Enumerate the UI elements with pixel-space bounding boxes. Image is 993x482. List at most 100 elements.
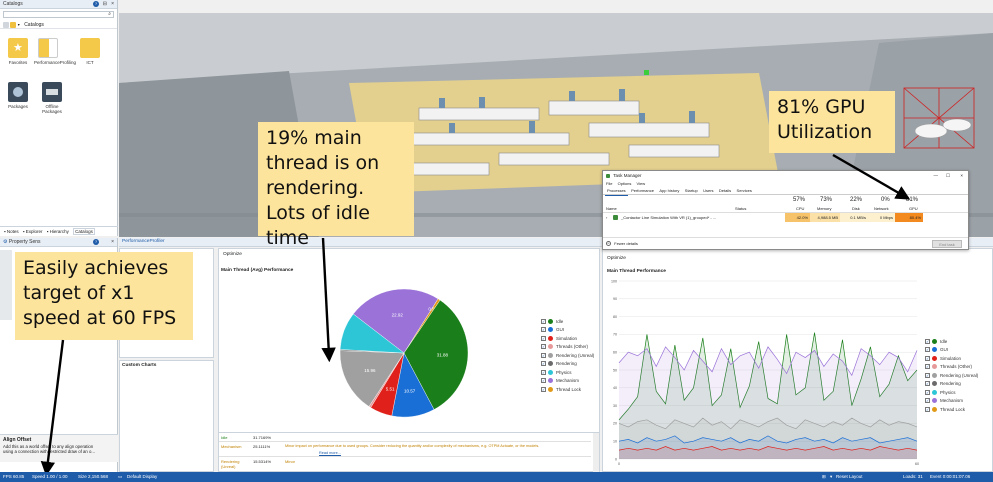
col-name[interactable]: Name: [606, 206, 617, 211]
close-icon[interactable]: ×: [111, 1, 114, 7]
line-legend-item-gui[interactable]: ✓ GUI: [925, 346, 978, 355]
line-legend-item-threads-other[interactable]: ✓ Threads (Other): [925, 363, 978, 372]
checkbox[interactable]: ✓: [541, 361, 546, 367]
line-legend-item-simulation[interactable]: ✓ Simulation: [925, 354, 978, 363]
pie-legend-item-simulation[interactable]: ✓ Simulation: [541, 334, 594, 343]
folder-small-icon[interactable]: [10, 21, 17, 28]
series-line-mechanism[interactable]: [618, 346, 918, 377]
pie-legend-item-thread-lock[interactable]: ✓ Thread Lock: [541, 385, 594, 394]
col-cpu[interactable]: CPU: [796, 206, 805, 211]
reset-layout-button[interactable]: Reset Layout: [836, 474, 863, 479]
fewer-details-icon[interactable]: ^: [606, 241, 611, 246]
checkbox[interactable]: ✓: [925, 381, 930, 387]
tab-catalogs[interactable]: Catalogs: [73, 228, 95, 235]
catalog-item-favorites[interactable]: ★ Favorites: [4, 38, 32, 65]
col-gpu[interactable]: GPU: [909, 206, 918, 211]
tm-tab-services[interactable]: Services: [736, 188, 752, 193]
checkbox[interactable]: ✓: [925, 372, 930, 378]
table-scrollbar[interactable]: [593, 433, 599, 473]
line-legend-item-idle[interactable]: ✓ Idle: [925, 337, 978, 346]
checkbox[interactable]: ✓: [925, 338, 930, 344]
checkbox[interactable]: ✓: [541, 386, 546, 392]
series-line-simulation[interactable]: [618, 446, 918, 451]
col-net[interactable]: Network: [874, 206, 889, 211]
pie-legend-item-physics[interactable]: ✓ Physics: [541, 368, 594, 377]
menu-file[interactable]: File: [606, 181, 613, 186]
tm-process-row[interactable]: › _Contactor Line Simulation With VR (1)…: [603, 213, 968, 222]
col-status[interactable]: Status: [735, 206, 747, 211]
grid-view-icon[interactable]: [3, 21, 9, 28]
catalogs-search-bar[interactable]: ⌕: [3, 11, 114, 18]
close-button[interactable]: ×: [960, 173, 963, 178]
pie-slice-idle[interactable]: [403, 299, 469, 410]
table-row[interactable]: Mechanism 25.1111% Minor impact on perfo…: [219, 442, 591, 457]
read-more-link[interactable]: Read more...: [319, 451, 341, 455]
checkbox[interactable]: ✓: [541, 352, 546, 358]
pie-legend-item-gui[interactable]: ✓ GUI: [541, 326, 594, 335]
checkbox[interactable]: ✓: [925, 398, 930, 404]
pie-slice-physics[interactable]: [339, 313, 405, 354]
end-task-button[interactable]: End task: [932, 240, 962, 248]
menu-view[interactable]: View: [636, 181, 646, 186]
tab-performance-profiler[interactable]: PerformanceProfiler: [122, 239, 165, 244]
catalog-item-performanceprofiling[interactable]: PerformanceProfiling: [34, 38, 76, 65]
line-legend-item-rendering-unreal[interactable]: ✓ Rendering (Unreal): [925, 371, 978, 380]
property-help-icon[interactable]: ?: [93, 239, 99, 245]
col-mem[interactable]: Memory: [817, 206, 832, 211]
pie-slice-rendering-unreal[interactable]: [339, 350, 405, 407]
pie-legend-item-rendering[interactable]: ✓ Rendering: [541, 360, 594, 369]
property-close-icon[interactable]: ×: [111, 239, 114, 245]
series-line-gui[interactable]: [618, 435, 918, 444]
line-legend-item-rendering[interactable]: ✓ Rendering: [925, 380, 978, 389]
optimize-label-right[interactable]: Optimize: [607, 256, 626, 261]
catalogs-breadcrumb[interactable]: Catalogs: [24, 22, 44, 28]
line-legend-item-physics[interactable]: ✓ Physics: [925, 388, 978, 397]
tm-tab-details[interactable]: Details: [718, 188, 732, 193]
pie-slice-mechanism[interactable]: [352, 288, 439, 354]
checkbox[interactable]: ✓: [925, 389, 930, 395]
pie-legend-item-idle[interactable]: ✓ Idle: [541, 317, 594, 326]
series-line-idle[interactable]: [618, 332, 918, 421]
tm-tab-startup[interactable]: Startup: [684, 188, 698, 193]
pie-legend-item-threads-other[interactable]: ✓ Threads (Other): [541, 343, 594, 352]
help-icon[interactable]: ?: [93, 1, 99, 7]
pie-legend-item-mechanism[interactable]: ✓ Mechanism: [541, 377, 594, 386]
maximize-button[interactable]: ☐: [945, 173, 950, 178]
pie-legend-item-rendering-unreal[interactable]: ✓ Rendering (Unreal): [541, 351, 594, 360]
tm-tab-processes[interactable]: Processes: [605, 187, 628, 196]
layout-icon[interactable]: ⊞: [822, 474, 826, 479]
task-manager-titlebar[interactable]: Task Manager — ☐ ×: [603, 171, 968, 180]
tab-hierarchy[interactable]: ▪ Hierarchy: [46, 229, 69, 234]
table-row[interactable]: Idle 31.7169%: [219, 433, 591, 442]
pin-icon[interactable]: ⊟: [102, 1, 107, 7]
col-disk[interactable]: Disk: [852, 206, 860, 211]
tab-notes[interactable]: ▪ Notes: [4, 229, 19, 234]
catalog-item-offline-packages[interactable]: Offline Packages: [38, 82, 66, 114]
checkbox[interactable]: ✓: [925, 355, 930, 361]
catalog-item-ict[interactable]: ICT: [76, 38, 104, 65]
table-row[interactable]: Rendering (Unreal) 15.5314% Minor: [221, 459, 296, 469]
display-selector[interactable]: Default Display: [127, 474, 158, 479]
checkbox[interactable]: ✓: [541, 335, 546, 341]
tm-tab-app-history[interactable]: App history: [659, 188, 680, 193]
fewer-details-link[interactable]: Fewer details: [614, 241, 638, 246]
line-legend-item-thread-lock[interactable]: ✓ Thread Lock: [925, 405, 978, 414]
checkbox[interactable]: ✓: [925, 364, 930, 370]
expand-icon[interactable]: ›: [606, 215, 608, 220]
menu-options[interactable]: Options: [617, 181, 632, 186]
chevron-down-icon[interactable]: ▾: [17, 22, 20, 27]
catalog-item-packages[interactable]: Packages: [4, 82, 32, 109]
checkbox[interactable]: ✓: [925, 406, 930, 412]
layout-dropdown-icon[interactable]: ▾: [830, 474, 833, 479]
tm-tab-performance[interactable]: Performance: [631, 188, 654, 193]
search-icon[interactable]: ⌕: [108, 11, 111, 17]
checkbox[interactable]: ✓: [541, 344, 546, 350]
checkbox[interactable]: ✓: [925, 347, 930, 353]
checkbox[interactable]: ✓: [541, 369, 546, 375]
checkbox[interactable]: ✓: [541, 318, 546, 324]
optimize-label-left[interactable]: Optimize: [223, 252, 242, 257]
minimize-button[interactable]: —: [933, 173, 939, 178]
checkbox[interactable]: ✓: [541, 378, 546, 384]
tab-explorer[interactable]: ▪ Explorer: [22, 229, 43, 234]
speed-readout[interactable]: Speed 1.00 / 1.00: [32, 474, 68, 479]
